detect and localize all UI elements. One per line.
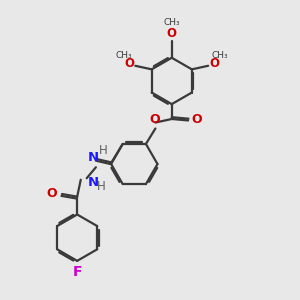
Text: CH₃: CH₃: [164, 17, 180, 26]
Text: O: O: [149, 113, 160, 126]
Text: F: F: [72, 265, 82, 279]
Text: O: O: [192, 113, 202, 126]
Text: N: N: [87, 176, 98, 189]
Text: H: H: [97, 180, 106, 193]
Text: O: O: [124, 58, 134, 70]
Text: CH₃: CH₃: [211, 51, 228, 60]
Text: O: O: [46, 188, 57, 200]
Text: N: N: [88, 151, 99, 164]
Text: H: H: [99, 145, 107, 158]
Text: CH₃: CH₃: [116, 51, 132, 60]
Text: O: O: [167, 27, 177, 40]
Text: O: O: [209, 58, 219, 70]
